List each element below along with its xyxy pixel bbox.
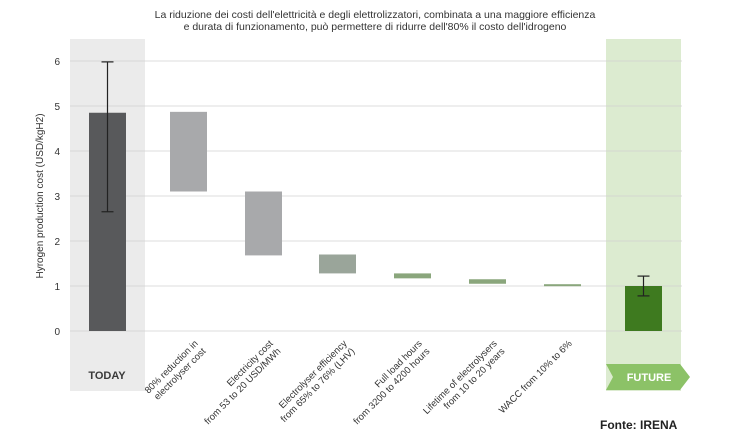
y-tick-label: 5 <box>54 102 60 113</box>
y-tick-label: 2 <box>54 237 60 248</box>
step-bar-4 <box>394 273 431 279</box>
step-bar-3 <box>319 254 356 274</box>
step-bar-1 <box>170 111 207 192</box>
future-label-chevron <box>606 364 690 390</box>
step-label-line: WACC from 10% to 6% <box>497 338 575 416</box>
future-panel <box>606 39 681 391</box>
today-label: TODAY <box>88 370 126 382</box>
step-label-3: Electrolyser efficiencyfrom 65% to 76% (… <box>271 338 358 425</box>
step-label-line: from 53 to 20 USD/MWh <box>202 346 283 427</box>
step-label-line: Electrolyser efficiency <box>277 338 350 411</box>
y-tick-label: 1 <box>54 282 60 293</box>
step-bar-6 <box>544 284 581 287</box>
step-label-5: Lifetime of electrolysersfrom 10 to 20 y… <box>421 338 507 424</box>
step-bar-2 <box>245 191 282 256</box>
step-label-line: from 65% to 76% (LHV) <box>279 346 358 425</box>
chart-title-line-2: e durata di funzionamento, può permetter… <box>183 21 567 33</box>
step-label-line: Lifetime of electrolysers <box>421 338 500 417</box>
step-label-4: Full load hoursfrom 3200 to 4200 hours <box>344 338 433 427</box>
y-tick-label: 0 <box>54 327 60 338</box>
step-bar-5 <box>469 279 506 284</box>
step-label-6: WACC from 10% to 6% <box>497 338 575 416</box>
source-credit: Fonte: IRENA <box>600 418 678 432</box>
y-tick-label: 6 <box>54 57 60 68</box>
step-label-line: from 3200 to 4200 hours <box>351 346 432 427</box>
y-tick-label: 3 <box>54 192 60 203</box>
future-label: FUTURE <box>627 372 672 384</box>
step-label-1: 80% reduction inelectrolyser cost <box>143 338 209 404</box>
chart-title-line-1: La riduzione dei costi dell'elettricità … <box>154 9 596 21</box>
y-axis-label: Hyrogen production cost (USD/kgH2) <box>35 113 46 278</box>
step-label-2: Electricity costfrom 53 to 20 USD/MWh <box>195 338 284 427</box>
y-tick-label: 4 <box>54 147 60 158</box>
